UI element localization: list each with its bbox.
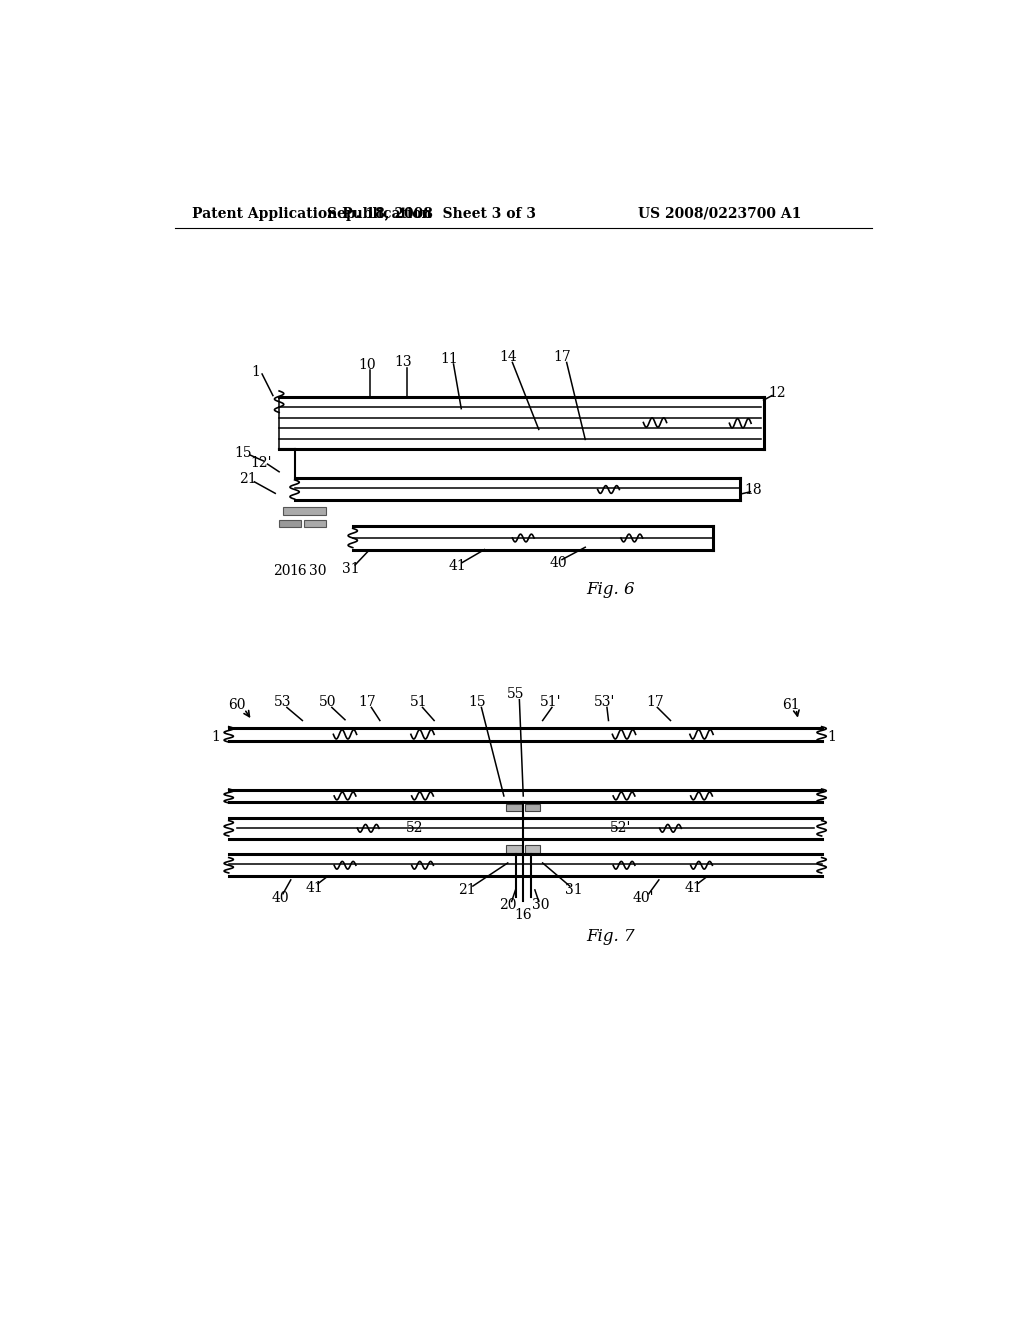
Text: 50: 50 xyxy=(319,696,337,709)
Text: 53: 53 xyxy=(274,696,292,709)
Text: US 2008/0223700 A1: US 2008/0223700 A1 xyxy=(638,207,802,220)
Text: 41: 41 xyxy=(685,882,702,895)
Bar xyxy=(524,804,541,812)
Text: 12: 12 xyxy=(769,387,786,400)
Text: 20: 20 xyxy=(272,564,290,578)
Bar xyxy=(506,804,521,812)
Text: 40: 40 xyxy=(271,891,289,904)
Bar xyxy=(280,520,301,527)
Text: 40: 40 xyxy=(549,557,567,570)
Text: 30: 30 xyxy=(309,564,327,578)
Text: Sep. 18, 2008  Sheet 3 of 3: Sep. 18, 2008 Sheet 3 of 3 xyxy=(328,207,537,220)
Text: Fig. 6: Fig. 6 xyxy=(587,581,635,598)
Text: 16: 16 xyxy=(290,564,307,578)
Text: 31: 31 xyxy=(565,883,583,896)
Text: 15: 15 xyxy=(468,696,485,709)
Text: 52': 52' xyxy=(609,821,631,836)
Text: 31: 31 xyxy=(342,562,359,576)
Text: 17: 17 xyxy=(553,350,570,364)
Bar xyxy=(524,845,541,853)
Text: 1: 1 xyxy=(252,366,260,379)
Text: 40': 40' xyxy=(633,891,654,904)
Text: 16: 16 xyxy=(514,908,532,923)
Text: 15: 15 xyxy=(233,446,252,461)
Bar xyxy=(283,507,326,515)
Text: 55: 55 xyxy=(507,686,524,701)
Text: 11: 11 xyxy=(440,351,459,366)
Text: 14: 14 xyxy=(499,350,517,364)
Text: 10: 10 xyxy=(357,358,376,372)
Text: 13: 13 xyxy=(394,355,412,370)
Text: 21: 21 xyxy=(458,883,475,896)
Text: 20: 20 xyxy=(499,899,516,912)
Text: Patent Application Publication: Patent Application Publication xyxy=(193,207,432,220)
Text: 41: 41 xyxy=(305,882,323,895)
Text: 53': 53' xyxy=(594,696,615,709)
Text: 1: 1 xyxy=(827,730,837,744)
Text: 17: 17 xyxy=(646,696,664,709)
Text: 52: 52 xyxy=(406,821,424,836)
Bar xyxy=(506,845,521,853)
Text: 17: 17 xyxy=(357,696,376,709)
Text: 51': 51' xyxy=(540,696,561,709)
Text: 18: 18 xyxy=(744,483,762,496)
Text: 21: 21 xyxy=(240,473,257,487)
Bar xyxy=(304,520,326,527)
Text: 60: 60 xyxy=(227,698,246,711)
Text: 12': 12' xyxy=(251,455,272,470)
Text: 1: 1 xyxy=(211,730,220,744)
Text: 30: 30 xyxy=(531,899,549,912)
Text: 41: 41 xyxy=(449,560,466,573)
Text: 61: 61 xyxy=(781,698,800,711)
Text: Fig. 7: Fig. 7 xyxy=(587,928,635,945)
Text: 51: 51 xyxy=(410,696,427,709)
